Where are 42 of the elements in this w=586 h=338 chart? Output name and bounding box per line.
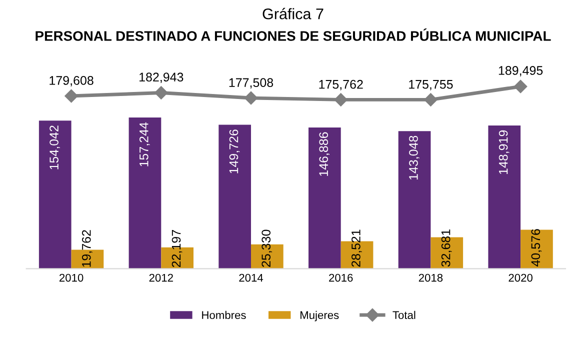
point	[64, 89, 78, 103]
data-label: 177,508	[229, 78, 274, 88]
data-label: 175,762	[319, 80, 363, 90]
data-label: 149,726	[229, 130, 240, 174]
data-label: 157,244	[139, 122, 150, 166]
chart-title: Gráfica 7	[262, 8, 324, 20]
bar	[488, 126, 521, 269]
bar	[128, 118, 162, 269]
point	[514, 80, 528, 94]
x-tick-label: 2012	[149, 274, 173, 282]
bar	[520, 230, 553, 269]
chart-subtitle: PERSONAL DESTINADO A FUNCIONES DE SEGURIDAD PÚBLICA MUNICIPAL	[36, 28, 551, 41]
point	[244, 91, 258, 105]
point	[334, 93, 348, 106]
x-tick-label: 2010	[60, 274, 84, 282]
point	[424, 93, 438, 106]
data-label: 22,197	[172, 230, 182, 268]
data-label: 19,762	[82, 230, 92, 267]
x-tick-label: 2020	[508, 274, 532, 282]
data-label: 182,943	[140, 72, 184, 83]
data-label: 28,521	[352, 230, 362, 267]
point	[154, 86, 168, 100]
legend-label: Mujeres	[300, 310, 339, 322]
data-label: 175,755	[409, 80, 453, 90]
x-tick-label: 2016	[329, 274, 353, 282]
data-label: 146,886	[319, 132, 330, 176]
data-label: 148,919	[498, 130, 510, 174]
data-label: 189,495	[498, 66, 543, 76]
data-label: 143,048	[409, 136, 420, 180]
data-label: 179,608	[50, 76, 94, 86]
legend-label: Hombres	[202, 310, 246, 320]
x-tick-label: 2014	[239, 274, 264, 282]
data-label: 154,042	[50, 126, 60, 170]
bar	[38, 120, 72, 269]
data-label: 32,681	[441, 230, 452, 267]
x-tick-label: 2018	[418, 274, 443, 282]
legend-label: Total	[392, 310, 416, 320]
bar	[398, 131, 431, 269]
bar	[218, 124, 252, 269]
bar	[308, 127, 341, 269]
data-label: 25,330	[262, 230, 272, 267]
data-label: 40,576	[531, 229, 542, 266]
